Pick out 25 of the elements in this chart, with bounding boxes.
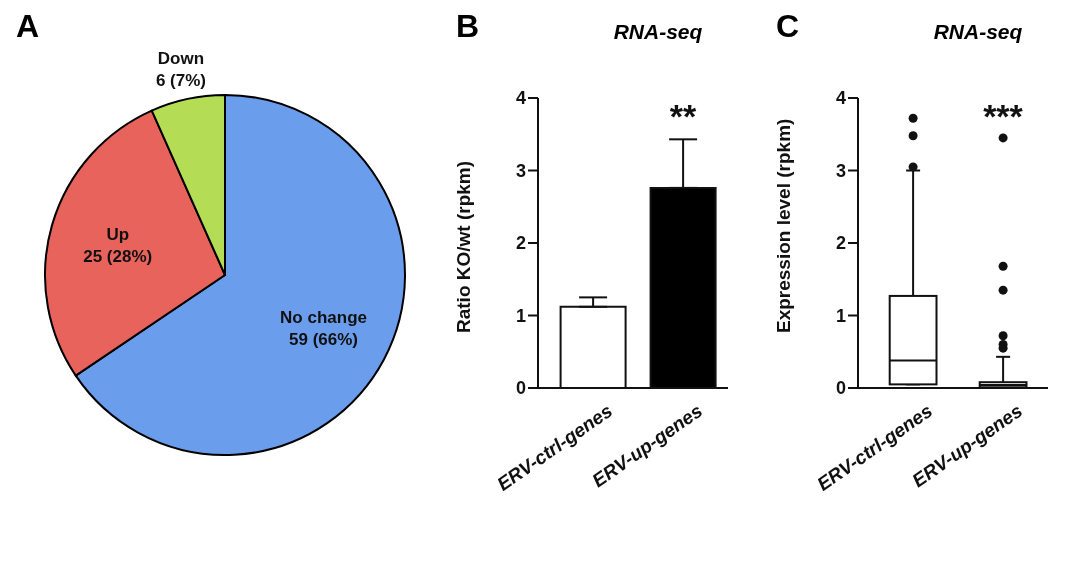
annotation: *** [983, 97, 1024, 136]
y-tick-label: 4 [835, 88, 846, 109]
annotation: ** [669, 97, 697, 136]
y-tick-label: 2 [515, 233, 526, 254]
y-tick-label: 1 [835, 305, 846, 326]
data-label: 6 (7%) [155, 70, 206, 90]
chart-title: RNA-seq [932, 20, 1024, 44]
y-tick-label: 0 [515, 378, 526, 399]
data-label: 59 (66%) [289, 330, 359, 350]
slice-label: Down [157, 48, 205, 68]
y-axis-title: Expression level (rpkm) [772, 118, 794, 333]
chart-title: RNA-seq [612, 20, 704, 44]
data-label: 25 (28%) [83, 247, 153, 267]
y-tick-label: 4 [515, 88, 526, 109]
text: B [456, 8, 480, 45]
y-axis-title: Ratio KO/wt (rpkm) [452, 160, 474, 333]
text: C [776, 8, 800, 45]
y-tick-label: 1 [515, 305, 526, 326]
slice-label: No change [280, 308, 367, 328]
y-tick-label: 3 [515, 160, 526, 181]
y-tick-label: 0 [835, 378, 846, 399]
y-tick-label: 2 [835, 233, 846, 254]
slice-label: Up [106, 225, 130, 245]
text: A [16, 8, 40, 45]
y-tick-label: 3 [835, 160, 846, 181]
